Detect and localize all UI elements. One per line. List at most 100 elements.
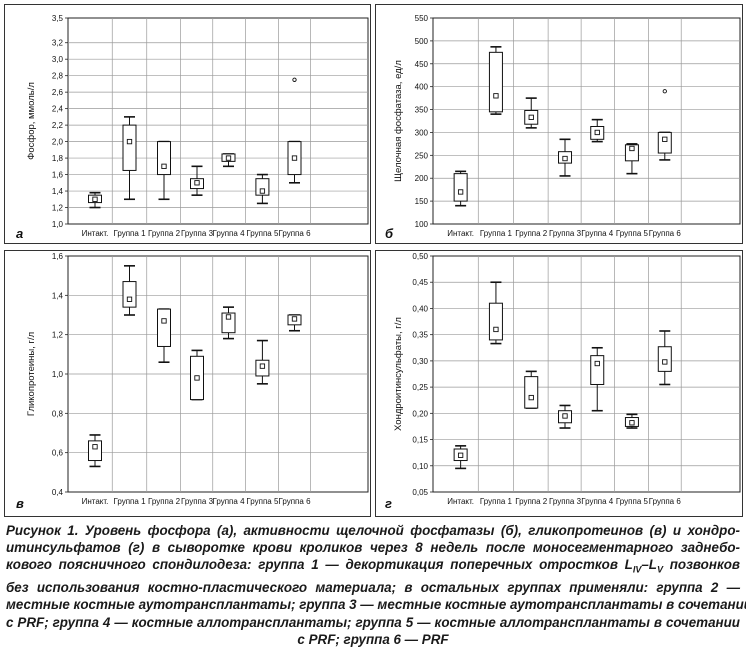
x-tick-label: Группа 4 [581, 497, 614, 506]
median-marker [126, 138, 133, 145]
box [657, 346, 672, 372]
median-marker [126, 296, 133, 302]
x-tick-label: Группа 6 [649, 497, 682, 506]
box-group [558, 404, 573, 429]
box [221, 312, 236, 334]
y-tick-label: 0,40 [412, 304, 428, 313]
median-marker [528, 114, 534, 120]
x-tick-label: Группа 1 [113, 497, 146, 506]
box-group [524, 370, 539, 409]
plot-area [67, 17, 369, 225]
caption-line-4: без использования костно-пластического м… [6, 580, 740, 596]
box [453, 173, 468, 202]
median-marker [594, 360, 600, 367]
box-group [190, 165, 204, 196]
x-tick-label: Группа 6 [278, 497, 311, 506]
outlier-point [662, 89, 667, 94]
panel-frame [4, 250, 371, 517]
panel-frame [4, 4, 371, 244]
figure-panels: 1,0 1,2 1,4 1,6 1,8 2,0 2,2 2,4 2,6 2,8 3,0 3,2 3,5 Ф… [4, 4, 743, 517]
box [255, 178, 270, 196]
caption-subscript-iv: IV [632, 565, 642, 576]
box-group [255, 173, 270, 205]
median-marker [629, 145, 635, 152]
box [157, 141, 171, 176]
box [122, 124, 137, 171]
caption-line-3-c: позвонков [663, 557, 740, 573]
median-marker [92, 444, 98, 450]
y-tick-label: 1,6 [52, 252, 64, 261]
panel-label: в [16, 496, 24, 511]
y-tick-label: 1,0 [52, 220, 64, 229]
y-tick-label: 2,4 [52, 105, 64, 114]
y-tick-label: 550 [415, 14, 429, 23]
box-group [657, 330, 672, 386]
x-tick-label: Группа 3 [181, 229, 214, 238]
x-tick-label: Группа 3 [181, 497, 214, 506]
x-tick-label: Группа 4 [212, 497, 245, 506]
median-marker [161, 318, 167, 324]
panel-frame [375, 4, 743, 244]
box-group [453, 445, 468, 470]
median-marker [662, 136, 668, 142]
y-tick-label: 0,8 [52, 409, 64, 418]
y-tick-label: 250 [415, 151, 429, 160]
y-tick-label: 200 [415, 174, 429, 183]
y-tick-label: 350 [415, 106, 429, 115]
median-marker [194, 180, 200, 186]
y-tick-label: 2,2 [52, 121, 64, 130]
box [590, 355, 605, 385]
box-group [221, 153, 236, 168]
x-tick-label: Группа 6 [649, 229, 682, 238]
median-marker [225, 314, 232, 320]
y-tick-label: 0,50 [412, 252, 428, 261]
y-tick-label: 0,45 [412, 278, 428, 287]
x-tick-label: Группа 1 [113, 229, 146, 238]
caption-line-1: Рисунок 1. Уровень фосфора (а), активнос… [6, 523, 740, 538]
box-group [624, 143, 639, 175]
median-marker [457, 452, 464, 458]
box-group [590, 346, 605, 412]
plot-area [432, 17, 741, 225]
box-group [88, 434, 102, 468]
y-tick-label: 0,6 [52, 449, 64, 458]
y-tick-label: 300 [415, 128, 429, 137]
y-tick-label: 0,4 [52, 488, 64, 497]
box-group [453, 170, 468, 207]
box-group [558, 138, 573, 177]
panel-label: б [385, 226, 394, 241]
y-tick-label: 3,0 [52, 55, 64, 64]
x-tick-label: Группа 4 [581, 229, 614, 238]
panel-в: 0,4 0,6 0,8 1,0 1,2 1,4 1,6 Гликопротеины, г/л И… [4, 250, 371, 517]
y-tick-label: 2,6 [52, 88, 64, 97]
x-tick-label: Группа 5 [616, 497, 649, 506]
box [488, 302, 503, 341]
x-tick-label: Интакт. [447, 497, 474, 506]
box-group [624, 413, 639, 429]
x-tick-label: Группа 1 [480, 497, 513, 506]
x-tick-label: Группа 5 [246, 497, 279, 506]
caption-line-5: местные костные аутотрансплантаты; групп… [6, 597, 746, 613]
box-group [590, 118, 605, 143]
y-tick-label: 100 [415, 220, 429, 229]
median-marker [161, 163, 167, 169]
box-group [488, 281, 503, 345]
panel-г: 0,05 0,10 0,15 0,20 0,25 0,30 0,35 0,40 0,45 0,50… [375, 250, 743, 517]
median-marker [194, 375, 200, 381]
caption-line-6: с PRF; группа 4 — костные аллотрансплант… [6, 614, 740, 630]
x-tick-label: Группа 6 [278, 229, 311, 238]
x-tick-label: Группа 3 [549, 229, 582, 238]
y-tick-label: 1,6 [52, 171, 64, 180]
median-marker [291, 155, 298, 161]
box-group [255, 339, 270, 385]
box-group [122, 116, 137, 201]
y-axis-label: Хондроитинсульфаты, г/л [393, 317, 404, 431]
caption-line-7: с PRF; группа 6 — PRF [297, 631, 449, 647]
caption-subscript-v: V [656, 565, 663, 576]
box-group [88, 191, 102, 209]
y-tick-label: 0,05 [412, 488, 428, 497]
box-group [287, 314, 302, 332]
median-marker [662, 359, 668, 365]
median-marker [594, 129, 600, 136]
panel-label: а [16, 226, 23, 241]
